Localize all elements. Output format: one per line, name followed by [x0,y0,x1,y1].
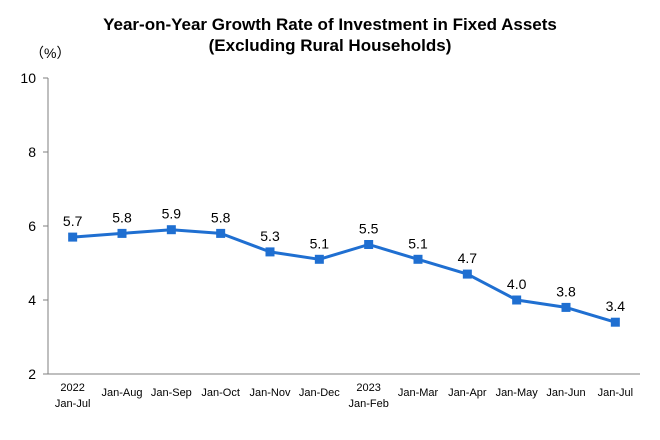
data-point-marker [610,317,620,327]
data-label: 3.8 [556,283,576,299]
chart-title: Year-on-Year Growth Rate of Investment i… [0,14,660,56]
y-axis-unit-label: （%） [30,45,70,61]
title-line-2: (Excluding Rural Households) [208,36,452,55]
data-label: 4.0 [507,276,527,292]
x-tick-label: Jan-Mar [398,387,439,399]
x-tick-label: Jan-Sep [151,387,192,399]
data-point-marker [314,254,324,264]
data-label: 4.7 [458,250,478,266]
y-tick-label: 4 [28,292,36,308]
data-label: 5.1 [408,235,428,251]
x-tick-label: Jan-Nov [250,387,291,399]
data-point-marker [462,269,472,279]
data-label: 5.9 [162,206,182,222]
data-label: 5.3 [260,228,280,244]
data-point-marker [364,240,374,249]
series-line [72,228,616,324]
y-tick-label: 2 [28,366,36,382]
y-tick-label: 8 [28,144,36,160]
data-point-marker [216,228,226,238]
x-tick-label: 2023 [356,382,380,394]
y-tick-label: 10 [20,70,36,86]
x-tick-label: Jan-Dec [299,387,340,399]
y-tick-label: 6 [28,218,36,234]
x-tick-label: Jan-Jul [55,398,90,410]
data-label: 5.7 [63,213,83,229]
data-point-marker [512,295,522,305]
data-point-marker [265,247,275,257]
x-tick-label: Jan-Jun [546,387,585,399]
data-label: 5.5 [359,221,379,237]
x-tick-label: Jan-Oct [201,387,240,399]
data-point-marker [166,225,176,235]
x-tick-label: Jan-May [496,387,539,399]
data-label: 5.1 [310,235,330,251]
x-tick-label: Jan-Feb [348,398,388,410]
title-line-1: Year-on-Year Growth Rate of Investment i… [103,15,557,34]
x-tick-label: 2022 [60,382,84,394]
data-point-marker [68,232,78,242]
x-tick-label: Jan-Jul [598,387,633,399]
data-label: 3.4 [606,298,626,314]
x-tick-label: Jan-Apr [448,387,487,399]
data-point-marker [117,228,127,238]
data-label: 5.8 [211,209,231,225]
data-label: 5.8 [112,209,132,225]
data-point-marker [561,302,571,312]
x-tick-label: Jan-Aug [102,387,143,399]
data-point-marker [413,254,423,264]
